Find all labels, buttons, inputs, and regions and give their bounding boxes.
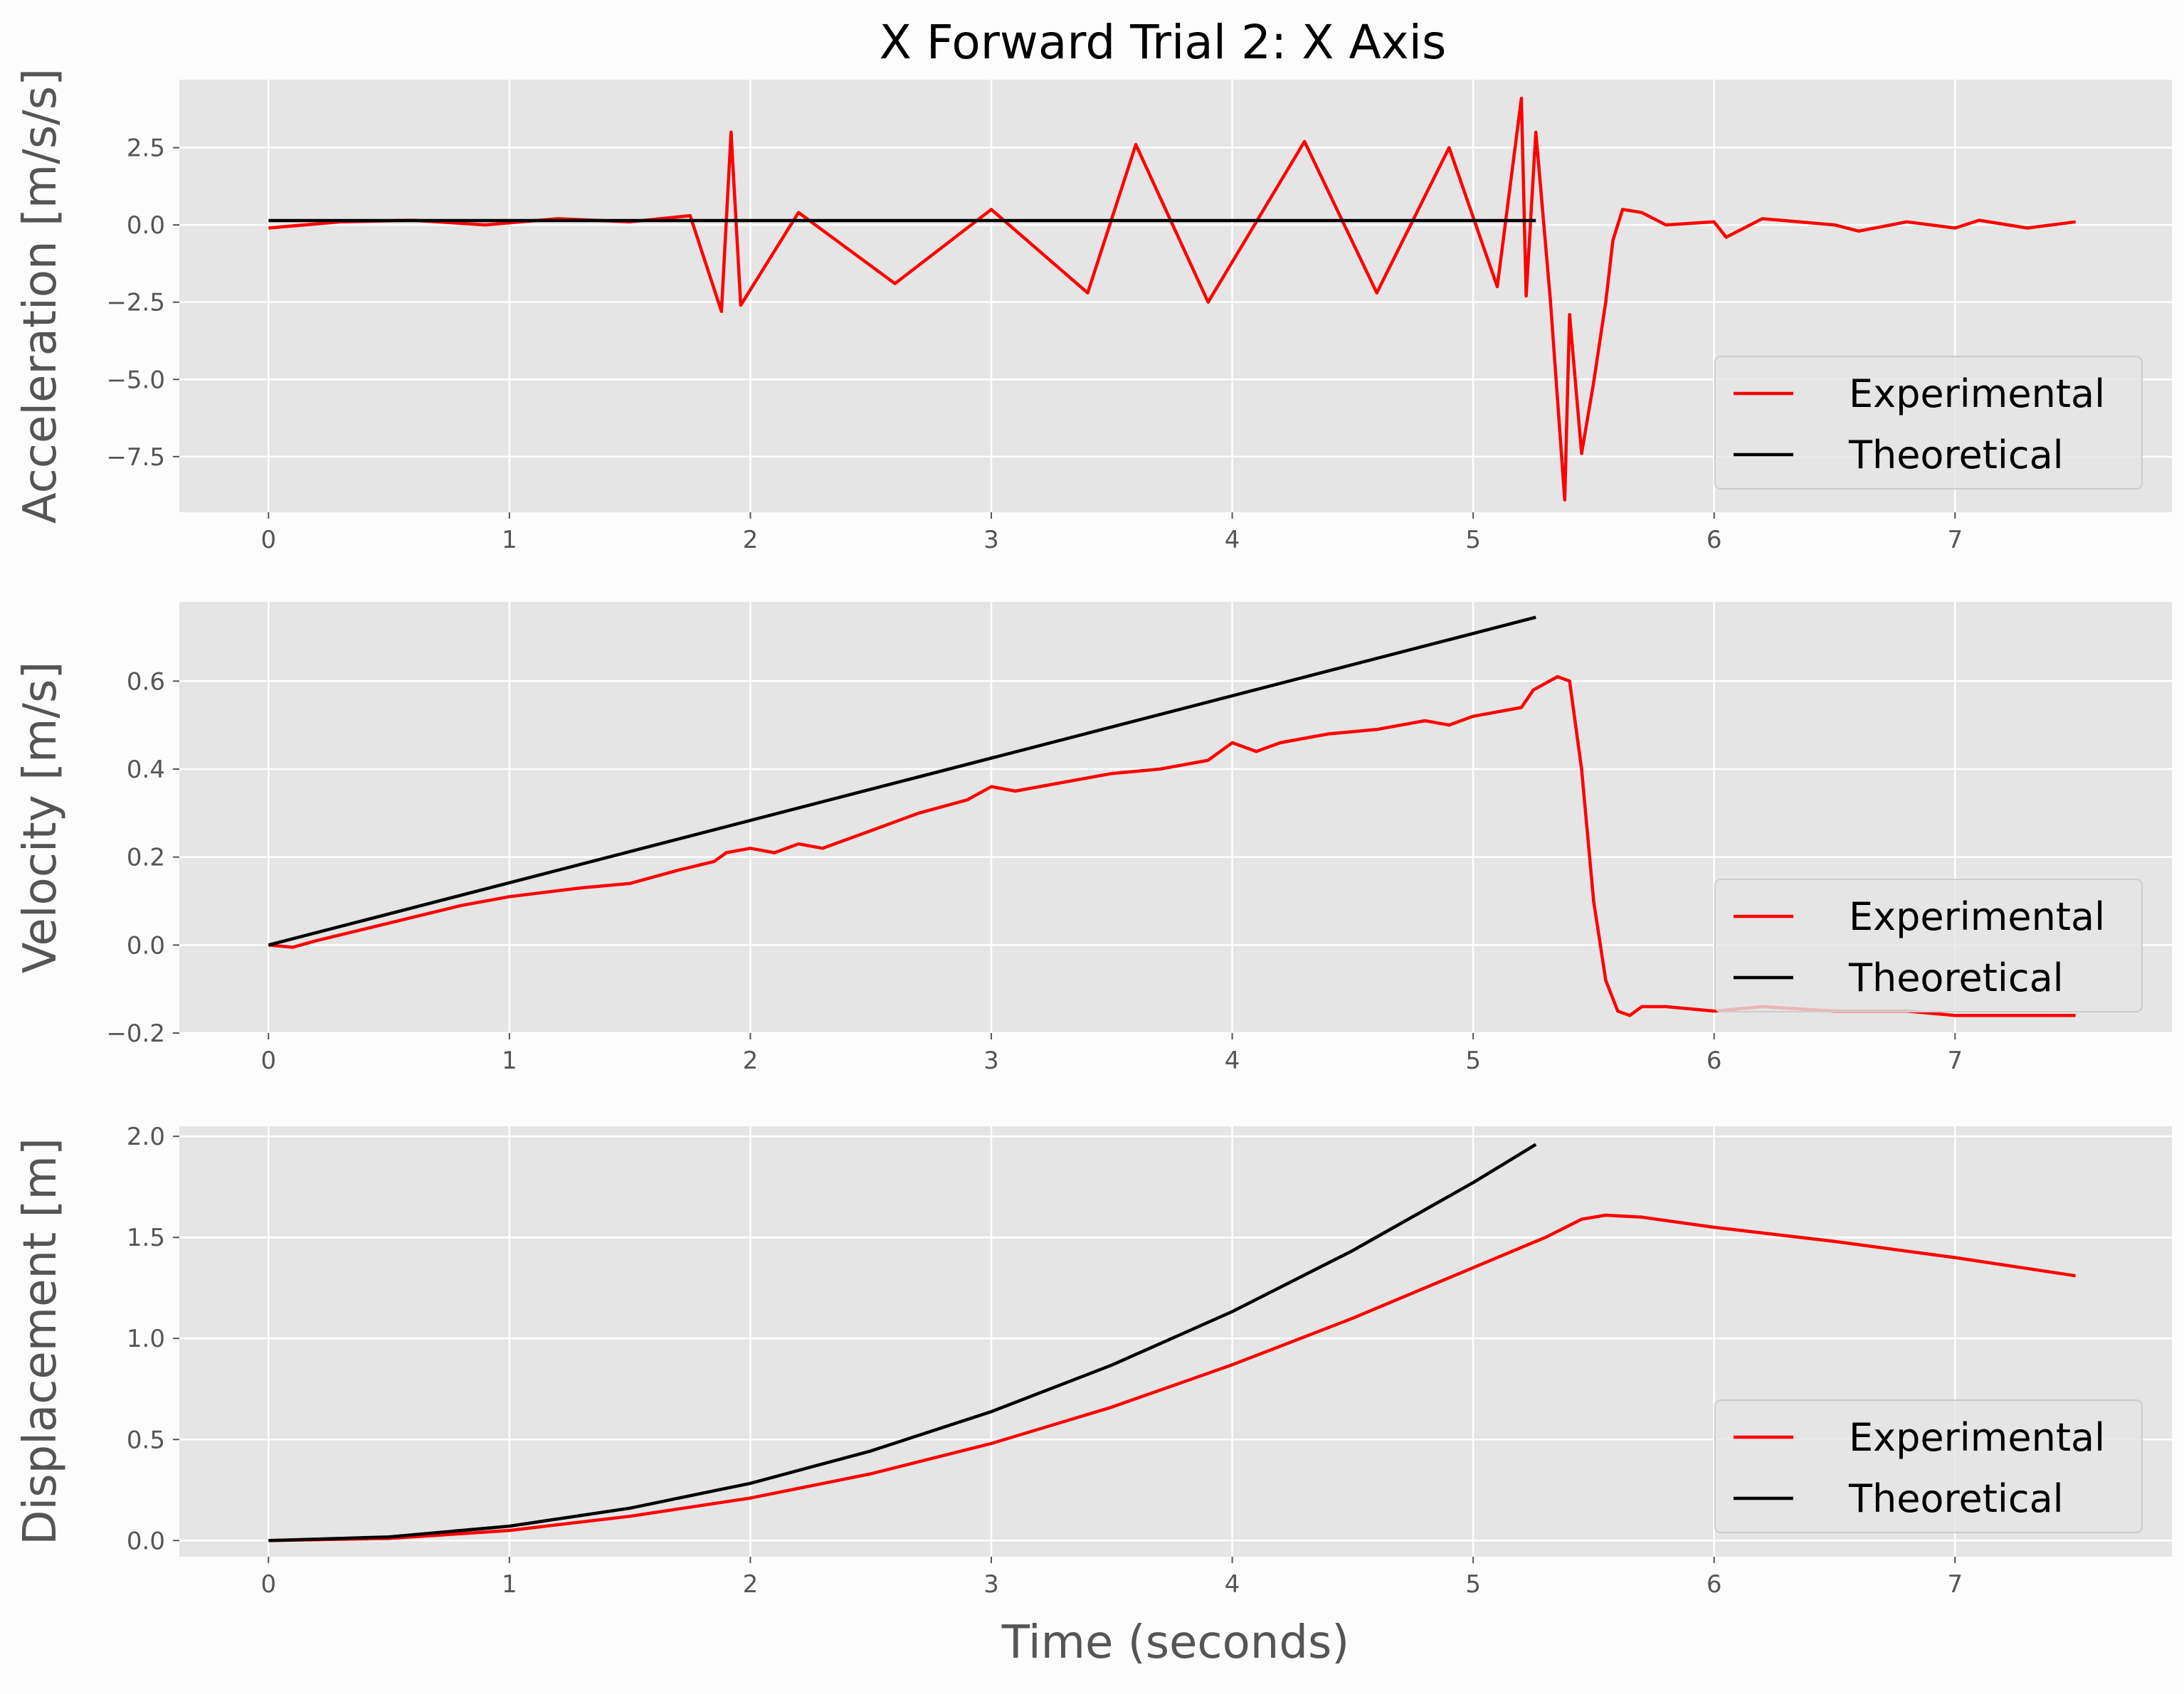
displacement-y-tick-label: 1.5 bbox=[127, 1224, 165, 1252]
displacement-x-tick-label: 5 bbox=[1465, 1570, 1481, 1599]
velocity-legend: Experimental Theoretical bbox=[1714, 879, 2143, 1012]
displacement-legend: Experimental Theoretical bbox=[1714, 1399, 2143, 1533]
acceleration-panel: 0 1 2 3 4 5 6 7 −7.5 −5.0 −2.5 0.0 2.5 Acceleration … bbox=[14, 68, 2172, 554]
velocity-legend-box bbox=[1714, 879, 2143, 1012]
velocity-x-tick-label: 1 bbox=[502, 1047, 517, 1075]
displacement-y-tick-label: 2.0 bbox=[127, 1123, 165, 1151]
displacement-y-tick-label: 0.5 bbox=[127, 1426, 165, 1454]
acceleration-y-tick-label: 0.0 bbox=[127, 211, 165, 240]
displacement-x-tick-label: 3 bbox=[983, 1570, 999, 1599]
acceleration-y-tick-label: 2.5 bbox=[127, 134, 165, 163]
acceleration-x-tick-label: 4 bbox=[1225, 526, 1240, 554]
acceleration-y-axis-label: Acceleration [m/s/s] bbox=[14, 68, 67, 524]
acceleration-x-tick-label: 0 bbox=[260, 526, 276, 554]
displacement-y-tick-label: 1.0 bbox=[127, 1325, 165, 1353]
velocity-x-tick-label: 7 bbox=[1947, 1047, 1963, 1075]
acceleration-experimental-line bbox=[268, 96, 2076, 502]
velocity-x-tick-label: 3 bbox=[983, 1047, 999, 1075]
displacement-x-tick-label: 0 bbox=[260, 1570, 276, 1599]
velocity-y-tick-label: 0.6 bbox=[127, 667, 165, 696]
displacement-x-tick-label: 4 bbox=[1225, 1570, 1240, 1599]
displacement-experimental-line bbox=[268, 1213, 2076, 1542]
velocity-y-tick-label: −0.2 bbox=[106, 1020, 165, 1048]
acceleration-x-tick-label: 2 bbox=[743, 526, 759, 554]
displacement-x-tick-label: 2 bbox=[743, 1570, 759, 1599]
acceleration-x-tick-label: 1 bbox=[502, 526, 517, 554]
displacement-legend-label: Theoretical bbox=[1848, 1476, 2064, 1521]
displacement-x-tick-label: 7 bbox=[1947, 1570, 1963, 1599]
velocity-y-axis-label: Velocity [m/s] bbox=[14, 662, 67, 974]
acceleration-y-tick-label: −2.5 bbox=[106, 289, 165, 317]
displacement-legend-label: Experimental bbox=[1849, 1415, 2105, 1460]
x-axis-label: Time (seconds) bbox=[1001, 1616, 1350, 1669]
velocity-legend-label: Theoretical bbox=[1848, 955, 2064, 1000]
displacement-panel: 0 1 2 3 4 5 6 7 0.0 0.5 1.0 1.5 2.0 Displacement [m]… bbox=[14, 1123, 2172, 1599]
displacement-legend-box bbox=[1714, 1399, 2143, 1533]
displacement-x-tick-label: 6 bbox=[1706, 1570, 1722, 1599]
velocity-x-tick-label: 4 bbox=[1225, 1047, 1240, 1075]
velocity-y-tick-label: 0.4 bbox=[127, 756, 165, 784]
acceleration-y-tick-label: −5.0 bbox=[106, 366, 165, 394]
displacement-x-tick-label: 1 bbox=[502, 1570, 517, 1599]
velocity-x-tick-label: 5 bbox=[1465, 1047, 1481, 1075]
acceleration-x-tick-label: 6 bbox=[1706, 526, 1722, 554]
velocity-x-tick-label: 6 bbox=[1706, 1047, 1722, 1075]
displacement-y-tick-label: 0.0 bbox=[127, 1527, 165, 1555]
acceleration-x-tick-label: 5 bbox=[1465, 526, 1481, 554]
acceleration-legend: Experimental Theoretical bbox=[1714, 356, 2143, 489]
chart-title: X Forward Trial 2: X Axis bbox=[880, 15, 1447, 70]
velocity-experimental-line bbox=[268, 674, 2076, 1017]
acceleration-legend-label: Theoretical bbox=[1848, 433, 2064, 477]
velocity-x-tick-label: 2 bbox=[743, 1047, 759, 1075]
velocity-x-tick-label: 0 bbox=[260, 1047, 276, 1075]
acceleration-x-tick-label: 7 bbox=[1947, 526, 1963, 554]
displacement-y-axis-label: Displacement [m] bbox=[14, 1138, 67, 1545]
velocity-panel: 0 1 2 3 4 5 6 7−0.20.00.20.40.6 Velocity [m/s] … bbox=[14, 602, 2172, 1075]
displacement-theoretical-line bbox=[268, 1143, 1537, 1542]
velocity-y-tick-label: 0.2 bbox=[127, 844, 165, 872]
velocity-theoretical-line bbox=[268, 615, 1536, 947]
velocity-legend-label: Experimental bbox=[1849, 894, 2105, 939]
acceleration-x-tick-label: 3 bbox=[983, 526, 999, 554]
acceleration-legend-box bbox=[1714, 356, 2143, 489]
acceleration-legend-label: Experimental bbox=[1849, 371, 2105, 416]
velocity-y-tick-label: 0.0 bbox=[127, 931, 165, 960]
acceleration-y-tick-label: −7.5 bbox=[106, 443, 165, 472]
